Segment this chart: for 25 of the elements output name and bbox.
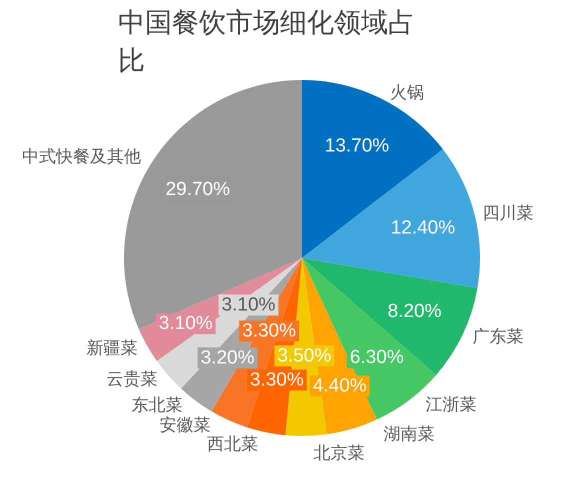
data-label: 29.70% — [166, 179, 230, 200]
data-label: 6.30% — [350, 347, 404, 368]
data-label: 12.40% — [390, 217, 456, 238]
slice-label: 云贵菜 — [106, 369, 158, 390]
slice-label: 新疆菜 — [86, 338, 138, 358]
data-label: 3.10% — [158, 313, 213, 334]
slice-label: 西北菜 — [206, 434, 258, 455]
slice-label: 安徽菜 — [160, 416, 211, 436]
slice-label: 火锅 — [390, 82, 424, 103]
data-label: 3.30% — [250, 370, 304, 391]
data-label: 4.40% — [312, 376, 367, 397]
slice-label: 东北菜 — [131, 396, 182, 416]
chart-title: 中国餐饮市场细化领域占比 — [118, 8, 415, 76]
slice-label: 四川菜 — [482, 204, 534, 224]
data-label: 3.30% — [242, 320, 296, 342]
data-label: 3.10% — [222, 294, 276, 316]
slice-label: 北京菜 — [313, 443, 364, 464]
slice-label: 湖南菜 — [384, 424, 435, 444]
data-label: 3.20% — [200, 347, 255, 368]
data-label: 8.20% — [388, 300, 442, 322]
slice-label: 广东菜 — [472, 326, 524, 347]
slice-label: 中式快餐及其他 — [22, 147, 142, 168]
data-label: 3.50% — [277, 345, 332, 366]
slice-label: 江浙菜 — [425, 395, 476, 416]
data-label: 13.70% — [324, 136, 390, 157]
